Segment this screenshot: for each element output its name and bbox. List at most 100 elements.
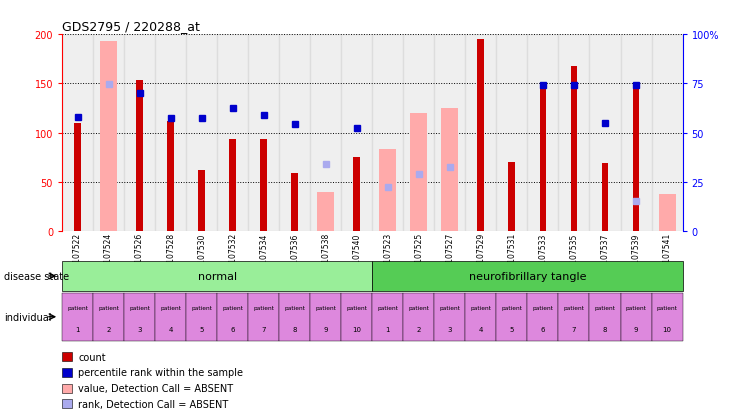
Bar bbox=[93, 35, 124, 231]
Bar bbox=[155, 35, 186, 231]
Bar bbox=[248, 35, 279, 231]
Text: patient: patient bbox=[377, 305, 399, 310]
Bar bbox=[410, 114, 427, 231]
Bar bbox=[353, 158, 360, 231]
Text: patient: patient bbox=[502, 305, 523, 310]
Text: 2: 2 bbox=[107, 326, 111, 332]
Bar bbox=[93, 293, 124, 341]
Bar bbox=[62, 261, 372, 291]
Text: 8: 8 bbox=[293, 326, 297, 332]
Bar bbox=[466, 35, 496, 231]
Text: patient: patient bbox=[346, 305, 367, 310]
Bar bbox=[528, 35, 558, 231]
Bar bbox=[633, 84, 639, 231]
Bar bbox=[590, 293, 620, 341]
Bar bbox=[318, 192, 334, 231]
Bar bbox=[477, 40, 484, 231]
Text: 4: 4 bbox=[169, 326, 173, 332]
Bar bbox=[372, 35, 404, 231]
Bar bbox=[218, 293, 248, 341]
Bar bbox=[124, 35, 155, 231]
Text: normal: normal bbox=[198, 271, 237, 281]
Bar bbox=[100, 42, 117, 231]
Text: percentile rank within the sample: percentile rank within the sample bbox=[78, 368, 243, 377]
Text: count: count bbox=[78, 352, 106, 362]
Bar bbox=[404, 293, 434, 341]
Bar bbox=[620, 35, 652, 231]
Bar bbox=[199, 171, 205, 231]
Text: 5: 5 bbox=[510, 326, 514, 332]
Text: neurofibrillary tangle: neurofibrillary tangle bbox=[469, 271, 586, 281]
Bar bbox=[558, 293, 590, 341]
Bar bbox=[404, 35, 434, 231]
Bar bbox=[539, 86, 546, 231]
Bar bbox=[380, 150, 396, 231]
Bar bbox=[74, 123, 81, 231]
Bar bbox=[310, 293, 342, 341]
Bar bbox=[248, 293, 279, 341]
Text: patient: patient bbox=[253, 305, 274, 310]
Text: 3: 3 bbox=[137, 326, 142, 332]
Bar bbox=[466, 293, 496, 341]
Bar bbox=[372, 261, 683, 291]
Bar bbox=[590, 35, 620, 231]
Text: 10: 10 bbox=[663, 326, 672, 332]
Text: patient: patient bbox=[160, 305, 181, 310]
Text: 1: 1 bbox=[75, 326, 80, 332]
Bar bbox=[186, 293, 218, 341]
Text: patient: patient bbox=[98, 305, 119, 310]
Bar bbox=[509, 163, 515, 231]
Bar bbox=[434, 35, 466, 231]
Bar bbox=[124, 293, 155, 341]
Text: patient: patient bbox=[656, 305, 677, 310]
Text: 6: 6 bbox=[541, 326, 545, 332]
Text: patient: patient bbox=[129, 305, 150, 310]
Bar bbox=[434, 293, 466, 341]
Bar bbox=[310, 35, 342, 231]
Text: 2: 2 bbox=[417, 326, 421, 332]
Text: patient: patient bbox=[532, 305, 553, 310]
Text: patient: patient bbox=[67, 305, 88, 310]
Bar bbox=[652, 35, 683, 231]
Text: patient: patient bbox=[408, 305, 429, 310]
Bar bbox=[342, 35, 372, 231]
Bar bbox=[62, 35, 93, 231]
Bar bbox=[62, 293, 93, 341]
Text: patient: patient bbox=[284, 305, 305, 310]
Bar bbox=[155, 293, 186, 341]
Text: patient: patient bbox=[222, 305, 243, 310]
Bar bbox=[528, 293, 558, 341]
Text: value, Detection Call = ABSENT: value, Detection Call = ABSENT bbox=[78, 383, 234, 393]
Bar bbox=[496, 293, 528, 341]
Bar bbox=[658, 195, 675, 231]
Text: GDS2795 / 220288_at: GDS2795 / 220288_at bbox=[62, 19, 200, 33]
Text: 7: 7 bbox=[261, 326, 266, 332]
Text: 9: 9 bbox=[323, 326, 328, 332]
Text: patient: patient bbox=[191, 305, 212, 310]
Text: patient: patient bbox=[564, 305, 585, 310]
Text: patient: patient bbox=[626, 305, 647, 310]
Bar bbox=[571, 66, 577, 231]
Bar bbox=[218, 35, 248, 231]
Bar bbox=[279, 35, 310, 231]
Bar bbox=[137, 81, 143, 231]
Text: 9: 9 bbox=[634, 326, 638, 332]
Text: 6: 6 bbox=[231, 326, 235, 332]
Text: 3: 3 bbox=[447, 326, 452, 332]
Text: 8: 8 bbox=[603, 326, 607, 332]
Bar bbox=[496, 35, 528, 231]
Text: 5: 5 bbox=[199, 326, 204, 332]
Bar bbox=[442, 109, 458, 231]
Text: patient: patient bbox=[470, 305, 491, 310]
Text: rank, Detection Call = ABSENT: rank, Detection Call = ABSENT bbox=[78, 399, 228, 409]
Bar bbox=[291, 173, 298, 231]
Bar bbox=[602, 164, 608, 231]
Text: patient: patient bbox=[594, 305, 615, 310]
Text: 7: 7 bbox=[572, 326, 576, 332]
Text: disease state: disease state bbox=[4, 271, 69, 281]
Bar bbox=[229, 140, 236, 231]
Bar bbox=[652, 293, 683, 341]
Text: individual: individual bbox=[4, 312, 51, 322]
Text: patient: patient bbox=[439, 305, 461, 310]
Bar bbox=[279, 293, 310, 341]
